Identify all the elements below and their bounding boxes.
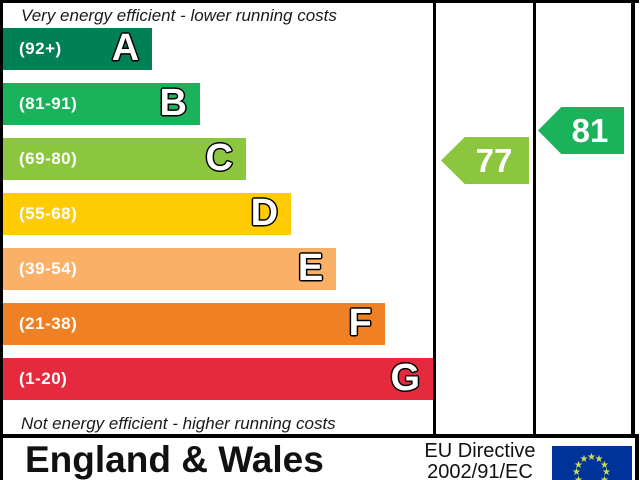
bands-column: Very energy efficient - lower running co… xyxy=(0,3,436,434)
band-range-label: (92+) xyxy=(19,39,62,58)
band-bar-G: (1-20) G xyxy=(3,358,433,400)
eu-directive-line1: EU Directive xyxy=(424,440,536,462)
band-bar-F: (21-38) F xyxy=(3,303,385,345)
band-letter: C xyxy=(205,137,233,179)
band-letter: E xyxy=(297,247,324,289)
band-row-E: (39-54) E xyxy=(3,248,433,303)
band-row-C: (69-80) C xyxy=(3,138,433,193)
band-bar-B: (81-91) B xyxy=(3,83,200,125)
band-row-F: (21-38) F xyxy=(3,303,433,358)
footer: England & Wales EU Directive 2002/91/EC … xyxy=(0,438,639,480)
eu-star-icon: ★ xyxy=(587,452,596,463)
band-bar-E: (39-54) E xyxy=(3,247,337,290)
band-range-label: (81-91) xyxy=(19,94,78,113)
band-bar-C: (69-80) C xyxy=(3,138,246,180)
bottom-caption: Not energy efficient - higher running co… xyxy=(21,414,336,433)
band-bar-A: (92+) A xyxy=(3,27,153,70)
band-row-B: (81-91) B xyxy=(3,83,433,138)
eu-directive-line2: 2002/91/EC xyxy=(427,461,533,480)
current-rating-value: 77 xyxy=(475,141,513,179)
band-range-label: (39-54) xyxy=(19,259,78,278)
eu-star-icon: ★ xyxy=(594,454,604,465)
band-letter: A xyxy=(111,27,140,69)
current-rating-column: 77 xyxy=(436,3,536,434)
current-rating-arrow: 77 xyxy=(441,137,529,184)
potential-rating-value: 81 xyxy=(571,111,609,149)
top-caption: Very energy efficient - lower running co… xyxy=(21,6,337,25)
eu-star-icon: ★ xyxy=(574,459,583,471)
potential-rating-column: 81 xyxy=(536,3,635,434)
eu-star-icon: ★ xyxy=(572,467,581,478)
eu-star-icon: ★ xyxy=(574,474,583,480)
eu-star-icon: ★ xyxy=(599,474,609,480)
rating-bands: (92+) A (81-91) B (69-80) C (55-68) D (39-54) E (2… xyxy=(3,28,433,413)
band-range-label: (21-38) xyxy=(19,314,78,333)
band-range-label: (55-68) xyxy=(19,204,78,223)
potential-rating-arrow: 81 xyxy=(538,107,624,154)
region-label: England & Wales xyxy=(25,439,324,480)
band-bar-D: (55-68) D xyxy=(3,192,292,235)
eu-star-icon: ★ xyxy=(579,454,589,465)
band-letter: B xyxy=(159,82,187,124)
band-letter: G xyxy=(390,357,420,399)
band-range-label: (1-20) xyxy=(19,369,68,388)
eu-flag-icon: ★★★★★★★★★★★★ xyxy=(552,446,632,480)
band-row-D: (55-68) D xyxy=(3,193,433,248)
band-row-A: (92+) A xyxy=(3,28,433,83)
band-range-label: (69-80) xyxy=(19,149,78,168)
eu-star-icon: ★ xyxy=(599,459,609,471)
eu-star-icon: ★ xyxy=(602,467,611,478)
eu-directive-label: EU Directive 2002/91/EC xyxy=(418,441,542,480)
rating-chart: Very energy efficient - lower running co… xyxy=(0,0,639,438)
band-letter: D xyxy=(250,192,279,234)
band-letter: F xyxy=(348,302,372,344)
band-row-G: (1-20) G xyxy=(3,358,433,413)
